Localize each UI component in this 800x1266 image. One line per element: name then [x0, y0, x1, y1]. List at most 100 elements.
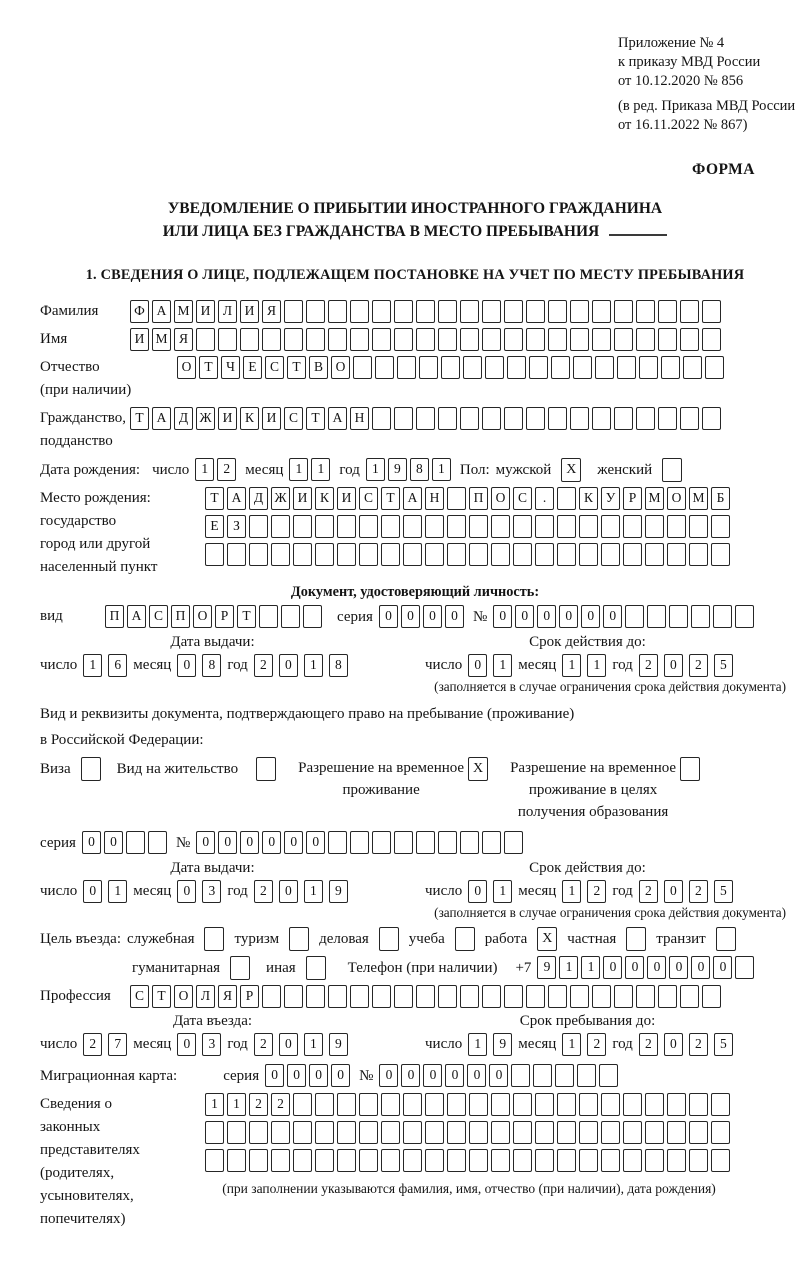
- char-cell[interactable]: 8: [202, 653, 222, 677]
- char-cell[interactable]: 1: [431, 458, 451, 482]
- char-cell[interactable]: К: [240, 407, 259, 431]
- char-cell[interactable]: С: [513, 487, 532, 511]
- char-cell[interactable]: 9: [387, 458, 407, 482]
- char-cell[interactable]: [293, 1121, 312, 1145]
- char-cell[interactable]: [271, 543, 290, 567]
- char-cell[interactable]: О: [331, 356, 350, 380]
- char-cell[interactable]: [125, 831, 145, 855]
- char-cell[interactable]: [601, 543, 620, 567]
- char-cell[interactable]: [482, 985, 501, 1009]
- char-cell[interactable]: [438, 328, 457, 352]
- char-cell[interactable]: 0: [262, 831, 282, 855]
- char-cell[interactable]: [557, 487, 576, 511]
- char-cell[interactable]: 0: [400, 605, 420, 629]
- char-cell[interactable]: Ф: [130, 300, 149, 324]
- char-cell[interactable]: З: [227, 515, 246, 539]
- char-cell[interactable]: [271, 1149, 290, 1173]
- char-cell[interactable]: [447, 543, 466, 567]
- char-cell[interactable]: [667, 515, 686, 539]
- char-cell[interactable]: 2: [587, 879, 607, 903]
- char-cell[interactable]: 0: [515, 605, 535, 629]
- char-cell[interactable]: [425, 1149, 444, 1173]
- char-cell[interactable]: Т: [199, 356, 218, 380]
- char-cell[interactable]: 0: [559, 605, 579, 629]
- char-cell[interactable]: 2: [688, 879, 708, 903]
- char-cell[interactable]: 0: [603, 956, 623, 980]
- char-cell[interactable]: [425, 515, 444, 539]
- char-cell[interactable]: [570, 328, 589, 352]
- char-cell[interactable]: [284, 328, 303, 352]
- char-cell[interactable]: 1: [205, 1093, 224, 1117]
- char-cell[interactable]: [636, 985, 655, 1009]
- char-cell[interactable]: [614, 300, 633, 324]
- char-cell[interactable]: 0: [422, 605, 442, 629]
- char-cell[interactable]: [328, 328, 347, 352]
- char-cell[interactable]: М: [689, 487, 708, 511]
- char-cell[interactable]: 0: [647, 956, 667, 980]
- char-cell[interactable]: 0: [423, 1064, 443, 1088]
- char-cell[interactable]: [205, 543, 224, 567]
- char-cell[interactable]: [667, 1121, 686, 1145]
- char-cell[interactable]: [328, 831, 348, 855]
- char-cell[interactable]: [381, 515, 400, 539]
- char-cell[interactable]: [557, 1121, 576, 1145]
- char-cell[interactable]: С: [265, 356, 284, 380]
- char-cell[interactable]: 0: [287, 1064, 307, 1088]
- char-cell[interactable]: 0: [669, 956, 689, 980]
- char-cell[interactable]: 0: [306, 831, 326, 855]
- char-cell[interactable]: [249, 543, 268, 567]
- char-cell[interactable]: 0: [489, 1064, 509, 1088]
- char-cell[interactable]: 0: [401, 1064, 421, 1088]
- char-cell[interactable]: [645, 543, 664, 567]
- char-cell[interactable]: [614, 407, 633, 431]
- char-cell[interactable]: [713, 605, 733, 629]
- char-cell[interactable]: [702, 328, 721, 352]
- purpose-humanitarian-checkbox[interactable]: [230, 956, 251, 981]
- char-cell[interactable]: [381, 1093, 400, 1117]
- char-cell[interactable]: [447, 1121, 466, 1145]
- char-cell[interactable]: [711, 1093, 730, 1117]
- char-cell[interactable]: [350, 328, 369, 352]
- char-cell[interactable]: [397, 356, 416, 380]
- char-cell[interactable]: [645, 1149, 664, 1173]
- char-cell[interactable]: [469, 515, 488, 539]
- char-cell[interactable]: [460, 831, 480, 855]
- char-cell[interactable]: [683, 356, 702, 380]
- char-cell[interactable]: .: [535, 487, 554, 511]
- char-cell[interactable]: Т: [237, 605, 256, 629]
- char-cell[interactable]: Т: [381, 487, 400, 511]
- char-cell[interactable]: [359, 543, 378, 567]
- char-cell[interactable]: [353, 356, 372, 380]
- char-cell[interactable]: [529, 356, 548, 380]
- char-cell[interactable]: [711, 543, 730, 567]
- char-cell[interactable]: Т: [152, 985, 171, 1009]
- char-cell[interactable]: [284, 985, 303, 1009]
- char-cell[interactable]: [667, 543, 686, 567]
- char-cell[interactable]: 1: [468, 1032, 488, 1056]
- char-cell[interactable]: И: [196, 300, 215, 324]
- char-cell[interactable]: 1: [303, 653, 323, 677]
- char-cell[interactable]: К: [579, 487, 598, 511]
- char-cell[interactable]: [579, 1093, 598, 1117]
- char-cell[interactable]: [526, 985, 545, 1009]
- char-cell[interactable]: А: [403, 487, 422, 511]
- char-cell[interactable]: [504, 985, 523, 1009]
- purpose-work-checkbox[interactable]: X: [537, 927, 558, 952]
- char-cell[interactable]: [441, 356, 460, 380]
- char-cell[interactable]: С: [149, 605, 168, 629]
- char-cell[interactable]: [337, 1121, 356, 1145]
- char-cell[interactable]: [579, 1121, 598, 1145]
- char-cell[interactable]: [535, 1093, 554, 1117]
- char-cell[interactable]: 0: [493, 605, 513, 629]
- char-cell[interactable]: 1: [311, 458, 331, 482]
- char-cell[interactable]: О: [177, 356, 196, 380]
- char-cell[interactable]: А: [152, 300, 171, 324]
- char-cell[interactable]: [447, 1149, 466, 1173]
- char-cell[interactable]: [249, 515, 268, 539]
- char-cell[interactable]: [372, 407, 391, 431]
- char-cell[interactable]: Л: [196, 985, 215, 1009]
- char-cell[interactable]: Д: [174, 407, 193, 431]
- char-cell[interactable]: [702, 407, 721, 431]
- char-cell[interactable]: [403, 515, 422, 539]
- char-cell[interactable]: [485, 356, 504, 380]
